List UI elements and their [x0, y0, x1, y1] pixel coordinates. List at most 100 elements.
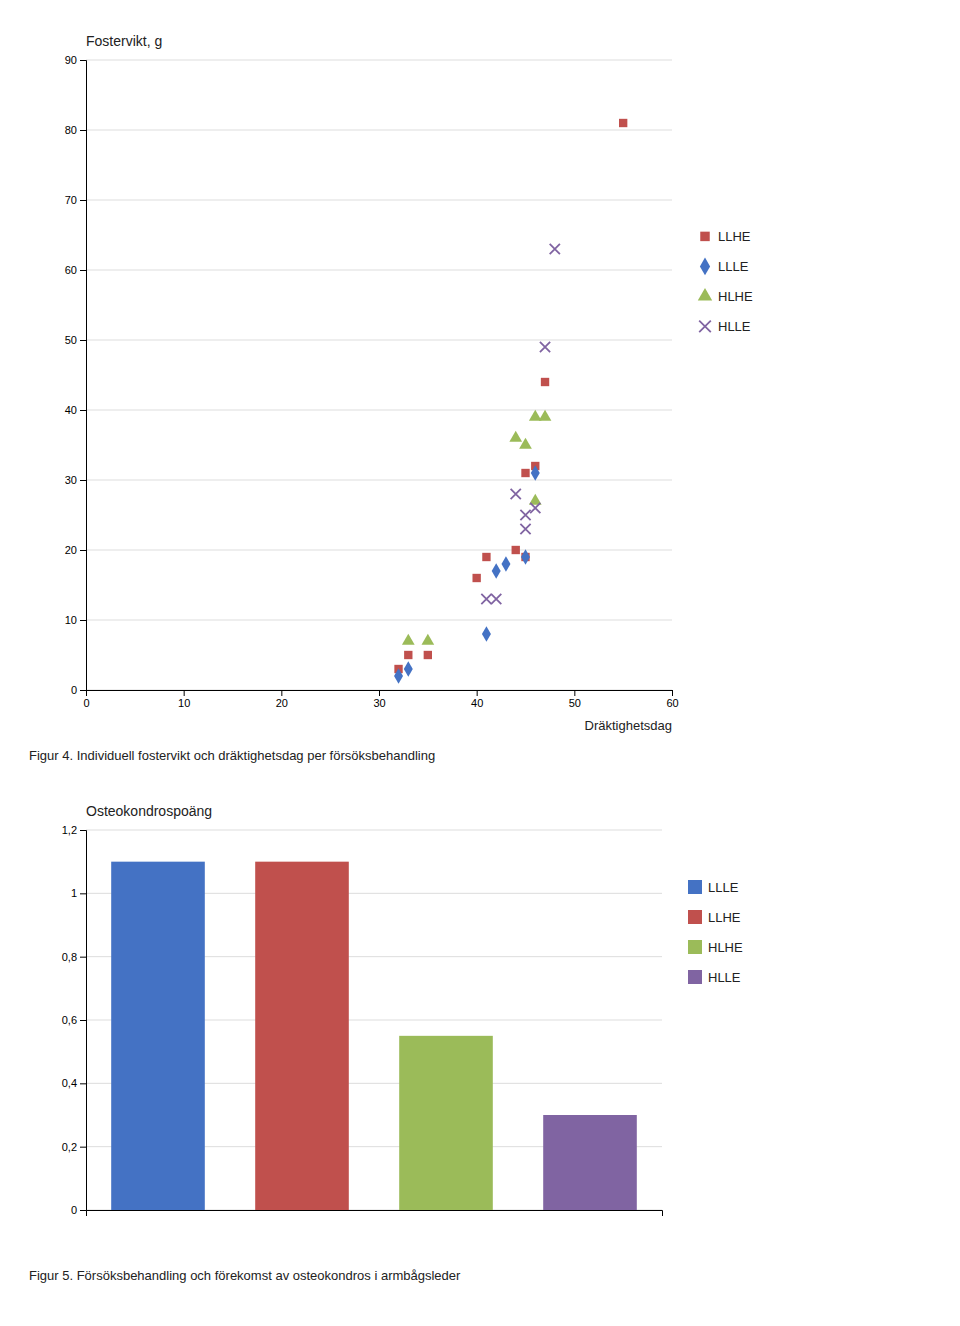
- tick-label: 1,2: [62, 824, 77, 836]
- tick-mark: [80, 340, 86, 341]
- tick-label: 0,2: [62, 1141, 77, 1153]
- tick: 50: [569, 690, 581, 709]
- tick-mark: [80, 620, 86, 621]
- legend-label: HLHE: [708, 940, 743, 955]
- legend-swatch: [688, 880, 702, 894]
- tick: 0,6: [62, 1014, 86, 1026]
- legend-label: HLLE: [718, 319, 751, 334]
- legend-label: HLLE: [708, 970, 741, 985]
- tick-mark: [379, 690, 380, 696]
- tick: 80: [65, 124, 86, 136]
- legend: LLHE LLLE HLHE HLLE: [698, 229, 753, 334]
- point: [481, 594, 491, 604]
- point: [402, 634, 415, 645]
- chart: 01020304050600102030405060708090Dräktigh…: [65, 33, 753, 733]
- tick-mark: [672, 690, 673, 696]
- legend-item: HLLE: [688, 970, 741, 985]
- point: [619, 119, 627, 127]
- caption: Figur 4. Individuell fostervikt och dräk…: [29, 748, 435, 763]
- tick-label: 70: [65, 194, 77, 206]
- point: [530, 503, 540, 513]
- point: [501, 556, 510, 572]
- legend-item: HLHE: [688, 940, 743, 955]
- legend-symbol: [700, 258, 710, 276]
- legend-label: HLHE: [718, 289, 753, 304]
- tick-label: 10: [178, 697, 190, 709]
- legend-label: LLLE: [718, 259, 749, 274]
- point: [519, 438, 532, 449]
- tick: 60: [666, 690, 678, 709]
- legend-swatch: [688, 910, 702, 924]
- point: [520, 510, 530, 520]
- grid-line: [86, 620, 672, 621]
- tick: 0,4: [62, 1077, 86, 1089]
- legend-swatch: [688, 970, 702, 984]
- grid: [86, 830, 662, 1210]
- y-axis: 0102030405060708090: [65, 54, 87, 696]
- tick-label: 50: [65, 334, 77, 346]
- series: [481, 244, 560, 604]
- point: [539, 410, 552, 421]
- tick-label: 0: [83, 697, 89, 709]
- legend-label: LLHE: [708, 910, 741, 925]
- grid-line: [86, 340, 672, 341]
- grid: [86, 60, 672, 690]
- axis-line: [80, 61, 87, 691]
- point: [482, 553, 490, 561]
- legend-swatch: [688, 940, 702, 954]
- legend-item: HLLE: [699, 319, 751, 334]
- legend-item: LLLE: [688, 880, 739, 895]
- grid-line: [86, 830, 662, 831]
- tick-label: 0,4: [62, 1077, 77, 1089]
- legend: LLLE LLHE HLHE HLLE: [688, 880, 743, 985]
- legend-label: LLLE: [708, 880, 739, 895]
- tick-label: 20: [276, 697, 288, 709]
- axis-line: [87, 691, 673, 697]
- y-axis: 0 0,2 0,4 0,6 0,8 1 1,2: [62, 824, 87, 1216]
- grid-line: [86, 410, 672, 411]
- tick-mark: [80, 1020, 86, 1021]
- point: [512, 546, 520, 554]
- tick: 30: [373, 690, 385, 709]
- point: [521, 469, 529, 477]
- point: [394, 668, 403, 684]
- x-axis: 0102030405060: [83, 690, 678, 709]
- x-axis-title: Dräktighetsdag: [585, 718, 672, 733]
- tick-mark: [574, 690, 575, 696]
- tick-mark: [80, 60, 86, 61]
- tick: 0: [71, 684, 86, 696]
- legend-item: LLHE: [700, 229, 751, 244]
- point: [521, 549, 530, 565]
- point: [472, 574, 480, 582]
- series: [394, 465, 540, 684]
- tick: 0,8: [62, 951, 86, 963]
- point: [511, 489, 521, 499]
- grid-line: [86, 60, 672, 61]
- series: [394, 119, 627, 673]
- point: [404, 661, 413, 677]
- legend-symbol: [698, 288, 712, 300]
- legend-symbol: [700, 232, 709, 241]
- point: [509, 431, 522, 442]
- point: [404, 651, 412, 659]
- tick-label: 1: [71, 887, 77, 899]
- tick-mark: [477, 690, 478, 696]
- plot-area: [394, 119, 627, 684]
- tick: 50: [65, 334, 86, 346]
- tick-mark: [80, 1210, 86, 1211]
- tick-label: 80: [65, 124, 77, 136]
- point: [421, 634, 434, 645]
- legend-item: LLLE: [700, 258, 749, 276]
- tick: 0: [71, 1204, 86, 1216]
- point: [540, 342, 550, 352]
- point: [424, 651, 432, 659]
- tick-mark: [80, 410, 86, 411]
- bar: [399, 1036, 493, 1210]
- tick: 0,2: [62, 1141, 86, 1153]
- tick: 10: [65, 614, 86, 626]
- tick-label: 0,6: [62, 1014, 77, 1026]
- tick: 1,2: [62, 824, 86, 836]
- tick-label: 0: [71, 684, 77, 696]
- grid-line: [86, 200, 672, 201]
- tick-mark: [80, 893, 86, 894]
